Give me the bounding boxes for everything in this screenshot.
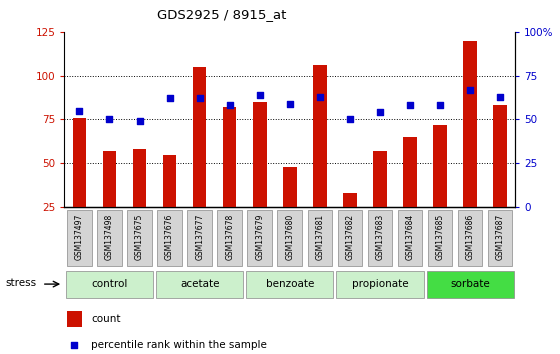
- Text: GSM137677: GSM137677: [195, 213, 204, 260]
- FancyBboxPatch shape: [338, 210, 362, 266]
- Text: GSM137680: GSM137680: [285, 214, 295, 260]
- Point: [466, 87, 475, 92]
- Text: percentile rank within the sample: percentile rank within the sample: [91, 340, 267, 350]
- Bar: [67, 311, 82, 326]
- FancyBboxPatch shape: [458, 210, 483, 266]
- Point: [405, 103, 414, 108]
- Text: benzoate: benzoate: [265, 279, 314, 289]
- Text: acetate: acetate: [180, 279, 220, 289]
- Text: GSM137687: GSM137687: [496, 214, 505, 260]
- FancyBboxPatch shape: [66, 270, 153, 298]
- Bar: [133, 149, 146, 207]
- Text: propionate: propionate: [352, 279, 408, 289]
- Bar: [463, 41, 477, 207]
- Bar: [193, 67, 207, 207]
- Point: [135, 118, 144, 124]
- FancyBboxPatch shape: [156, 270, 243, 298]
- Point: [165, 96, 174, 101]
- Point: [346, 117, 354, 122]
- FancyBboxPatch shape: [307, 210, 332, 266]
- Point: [255, 92, 264, 98]
- FancyBboxPatch shape: [97, 210, 122, 266]
- Text: GDS2925 / 8915_at: GDS2925 / 8915_at: [157, 8, 287, 21]
- FancyBboxPatch shape: [217, 210, 242, 266]
- FancyBboxPatch shape: [127, 210, 152, 266]
- Bar: [343, 193, 357, 207]
- FancyBboxPatch shape: [248, 210, 272, 266]
- Text: GSM137682: GSM137682: [346, 214, 354, 260]
- Text: GSM137498: GSM137498: [105, 214, 114, 260]
- Point: [315, 94, 324, 99]
- Bar: [163, 154, 176, 207]
- FancyBboxPatch shape: [427, 270, 514, 298]
- FancyBboxPatch shape: [337, 270, 423, 298]
- Bar: [493, 105, 507, 207]
- Point: [286, 101, 295, 107]
- FancyBboxPatch shape: [367, 210, 393, 266]
- Bar: [73, 118, 86, 207]
- Point: [105, 117, 114, 122]
- FancyBboxPatch shape: [187, 210, 212, 266]
- Point: [375, 110, 384, 115]
- Bar: [433, 125, 447, 207]
- Bar: [403, 137, 417, 207]
- FancyBboxPatch shape: [398, 210, 422, 266]
- Text: GSM137676: GSM137676: [165, 213, 174, 260]
- Point: [436, 103, 445, 108]
- Bar: [102, 151, 116, 207]
- FancyBboxPatch shape: [246, 270, 333, 298]
- Text: GSM137678: GSM137678: [225, 214, 234, 260]
- Text: sorbate: sorbate: [450, 279, 490, 289]
- Text: GSM137684: GSM137684: [405, 214, 414, 260]
- Bar: [253, 102, 267, 207]
- Text: GSM137683: GSM137683: [375, 214, 385, 260]
- Bar: [283, 167, 297, 207]
- Point: [496, 94, 505, 99]
- Point: [195, 96, 204, 101]
- Text: GSM137685: GSM137685: [436, 214, 445, 260]
- Bar: [313, 65, 326, 207]
- Point: [75, 108, 84, 114]
- FancyBboxPatch shape: [428, 210, 452, 266]
- Text: GSM137681: GSM137681: [315, 214, 324, 260]
- Point: [225, 103, 234, 108]
- Text: GSM137497: GSM137497: [75, 213, 84, 260]
- Text: GSM137675: GSM137675: [135, 213, 144, 260]
- Text: stress: stress: [5, 278, 36, 287]
- Bar: [223, 107, 236, 207]
- Text: GSM137679: GSM137679: [255, 213, 264, 260]
- Text: GSM137686: GSM137686: [465, 214, 475, 260]
- Text: control: control: [91, 279, 128, 289]
- FancyBboxPatch shape: [67, 210, 92, 266]
- Text: count: count: [91, 314, 121, 324]
- Point: [281, 230, 290, 235]
- FancyBboxPatch shape: [488, 210, 512, 266]
- FancyBboxPatch shape: [277, 210, 302, 266]
- Bar: [373, 151, 387, 207]
- FancyBboxPatch shape: [157, 210, 182, 266]
